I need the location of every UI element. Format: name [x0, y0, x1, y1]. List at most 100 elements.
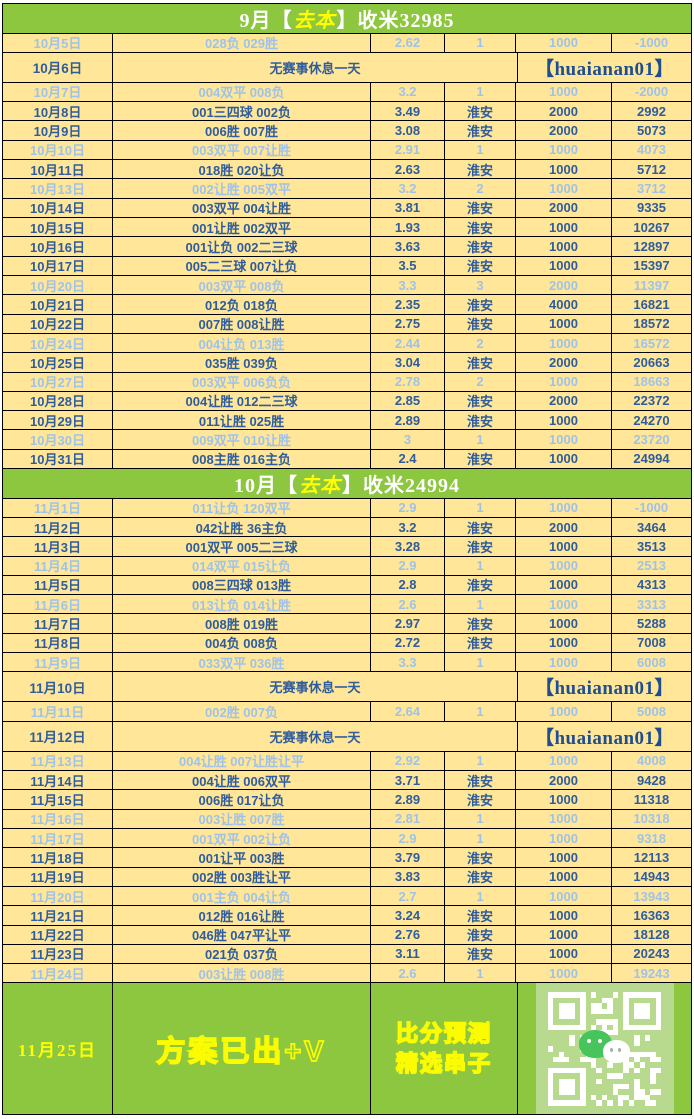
pick-cell: 033双平 036胜 [113, 653, 371, 672]
table-row: 11月20日 001主负 004让负 2.7 1 1000 13943 [3, 886, 691, 907]
table-row: 10月14日 003双平 004让胜 3.81 淮安 2000 9335 [3, 198, 691, 218]
table-row: 11月2日 042让胜 36主负 3.2 淮安 2000 3464 [3, 517, 691, 538]
odds-cell: 1.93 [371, 218, 445, 237]
table-row: 10月11日 018胜 020让负 2.63 淮安 1000 5712 [3, 160, 691, 180]
wechat-qr-code [535, 983, 674, 1115]
venue-cell: 1 [445, 702, 516, 721]
pick-cell: 014双平 015让负 [113, 556, 371, 575]
rest-text-cell: 无赛事休息一天 [113, 52, 518, 82]
stake-cell: 2000 [516, 198, 612, 217]
pick-cell: 004负 008负 [113, 633, 371, 653]
profit-cell: 7008 [637, 635, 666, 651]
pick-cell: 003让胜 008胜 [113, 964, 371, 983]
profit-cell: 11397 [633, 277, 670, 293]
venue-cell: 淮安 [445, 537, 516, 556]
table-row: 10月17日 005二三球 007让负 3.5 淮安 1000 15397 [3, 256, 691, 276]
stake-cell: 1000 [516, 944, 612, 964]
profit-cell: 9335 [637, 200, 666, 216]
odds-cell: 3.49 [371, 102, 445, 121]
stake-cell: 1000 [516, 256, 612, 275]
profit-cell: 5712 [637, 161, 666, 177]
venue-cell: 淮安 [445, 790, 516, 809]
date-cell: 10月30日 [3, 430, 113, 449]
profit-cell: 16821 [633, 296, 670, 312]
table-row: 11月4日 014双平 015让负 2.9 1 1000 2513 [3, 556, 691, 576]
profit-cell: 20243 [633, 946, 670, 962]
table-row: 11月13日 004让胜 007让胜让平 2.92 1 1000 4008 [3, 751, 691, 771]
odds-cell: 2.78 [371, 372, 445, 391]
profit-cell: 9428 [637, 772, 666, 788]
table-row: 11月8日 004负 008负 2.72 淮安 1000 7008 [3, 633, 691, 654]
date-cell: 11月1日 [3, 498, 113, 517]
stake-cell: 1000 [516, 848, 612, 867]
table-row: 11月18日 001让平 003胜 3.79 淮安 1000 12113 [3, 848, 691, 868]
date-cell: 10月16日 [3, 237, 113, 256]
stake-cell: 2000 [516, 353, 612, 372]
pick-cell: 005二三球 007让负 [113, 256, 371, 275]
table-row: 10月21日 012负 018负 2.35 淮安 4000 16821 [3, 295, 691, 315]
profit-cell: 18128 [633, 927, 670, 943]
profit-cell: 20663 [633, 354, 670, 370]
promo-band: 11月25日 方案已出+V 比分预测 精选串子 [3, 983, 691, 1115]
venue-cell: 1 [445, 653, 516, 672]
odds-cell: 2.89 [371, 790, 445, 809]
venue-cell: 1 [445, 595, 516, 614]
wechat-icon [577, 1027, 633, 1071]
rest-text-cell: 无赛事休息一天 [113, 672, 518, 702]
date-cell: 11月13日 [3, 751, 113, 770]
table-row: 10月25日 035胜 039负 3.04 淮安 2000 20663 [3, 353, 691, 373]
stake-cell: 1000 [516, 614, 612, 633]
date-cell: 11月22日 [3, 925, 113, 944]
date-cell: 11月21日 [3, 906, 113, 925]
prediction-text-cell: 比分预测 精选串子 [371, 983, 518, 1115]
venue-cell: 淮安 [445, 848, 516, 867]
venue-cell: 淮安 [445, 295, 516, 314]
venue-cell: 淮安 [445, 411, 516, 430]
date-cell: 10月21日 [3, 295, 113, 314]
odds-cell: 3.2 [371, 179, 445, 198]
venue-cell: 1 [445, 430, 516, 449]
pick-cell: 003双平 007让胜 [113, 140, 371, 160]
odds-cell: 3.3 [371, 653, 445, 672]
table-row: 11月23日 021负 037负 3.11 淮安 1000 20243 [3, 944, 691, 965]
date-cell: 11月7日 [3, 614, 113, 633]
profit-cell: 6008 [637, 654, 666, 670]
venue-cell: 淮安 [445, 198, 516, 217]
table-row: 11月21日 012胜 016让胜 3.24 淮安 1000 16363 [3, 906, 691, 926]
profit-cell: 5073 [637, 123, 666, 139]
stake-cell: 1000 [516, 140, 612, 160]
odds-cell: 2.75 [371, 314, 445, 333]
profit-cell: 2513 [637, 558, 666, 574]
table-row: 11月14日 004让胜 006双平 3.71 淮安 2000 9428 [3, 771, 691, 791]
table-row: 10月8日 001三四球 002负 3.49 淮安 2000 2992 [3, 102, 691, 122]
date-cell: 10月31日 [3, 449, 113, 469]
stake-cell: 1000 [516, 372, 612, 391]
qr-cell [518, 983, 691, 1115]
venue-cell: 淮安 [445, 121, 516, 140]
date-cell: 10月29日 [3, 411, 113, 430]
header-text-post: 】收米24994 [342, 474, 460, 497]
profit-cell: 3313 [637, 596, 666, 612]
odds-cell: 3.79 [371, 848, 445, 867]
date-cell: 10月15日 [3, 218, 113, 237]
profit-cell: 4313 [637, 577, 666, 593]
date-cell: 11月12日 [3, 721, 113, 751]
table-row: 10月16日 001让负 002二三球 3.63 淮安 1000 12897 [3, 237, 691, 257]
venue-cell: 1 [445, 751, 516, 770]
month-summary-header: 9月【 去本 】收米32985 [3, 4, 691, 34]
profit-cell: 12897 [633, 238, 670, 254]
pick-cell: 004让胜 006双平 [113, 771, 371, 790]
venue-cell: 1 [445, 964, 516, 983]
odds-cell: 2.9 [371, 556, 445, 575]
odds-cell: 2.72 [371, 633, 445, 653]
pick-cell: 001三四球 002负 [113, 102, 371, 121]
venue-cell: 淮安 [445, 160, 516, 179]
table-row: 10月7日 004双平 008负 3.2 1 1000 -2000 [3, 82, 691, 103]
venue-cell: 1 [445, 886, 516, 906]
table-row: 11月6日 013让负 014让胜 2.6 1 1000 3313 [3, 595, 691, 615]
pick-cell: 004让胜 007让胜让平 [113, 751, 371, 770]
date-cell: 10月6日 [3, 52, 113, 82]
table-row: 11月19日 002胜 003胜让平 3.83 淮安 1000 14943 [3, 867, 691, 887]
pick-cell: 035胜 039负 [113, 353, 371, 372]
stake-cell: 1000 [516, 237, 612, 256]
